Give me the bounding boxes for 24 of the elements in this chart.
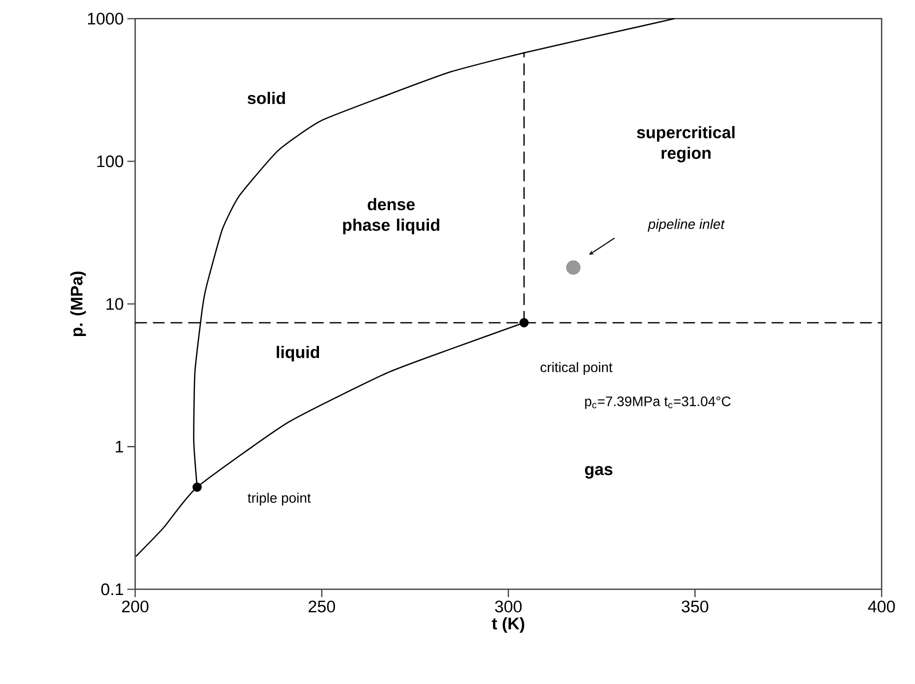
text: pipeline inlet — [648, 219, 725, 232]
y-axis-title: p. (MPa) — [70, 272, 86, 336]
x-tick-label: 250 — [308, 600, 336, 613]
x-tick-label: 400 — [868, 600, 895, 613]
y-tick-label: 10 — [106, 298, 124, 310]
point — [519, 318, 529, 328]
annotation: solid — [248, 92, 285, 104]
x-tick-label: 300 — [495, 600, 522, 613]
x-tick-label: 200 — [122, 600, 148, 613]
x-axis-title: t (K) — [492, 617, 524, 633]
annotation: triple point — [248, 492, 311, 506]
annotation: supercritical region — [636, 126, 734, 163]
point — [192, 482, 202, 492]
y-tick-label: 100 — [97, 156, 124, 168]
annotation: dense phase liquid — [343, 198, 440, 234]
y-tick-label: 1 — [116, 441, 124, 453]
y-tick-label: 0.1 — [101, 584, 124, 596]
annotation: liquid — [276, 346, 320, 362]
x-tick-label: 350 — [682, 600, 708, 613]
annotation: gas — [585, 466, 612, 479]
annotation: p$_{c}$=7.39MPa t$_{c}$=31.04°C — [585, 396, 731, 410]
annotation: critical point — [540, 362, 612, 376]
y-tick-label: 1000 — [88, 12, 124, 25]
point — [566, 260, 580, 275]
